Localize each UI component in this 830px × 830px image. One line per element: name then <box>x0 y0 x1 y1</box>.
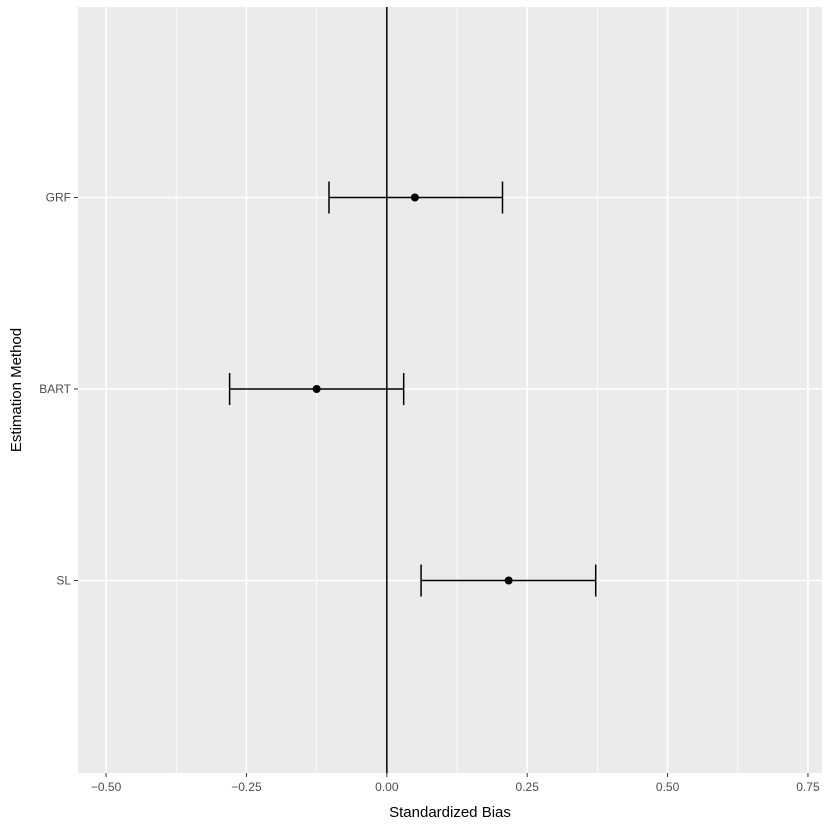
point-bart <box>312 385 321 393</box>
x-tick-label: 0.25 <box>516 780 540 794</box>
y-axis: GRF BART SL <box>39 191 78 588</box>
x-tick-label: −0.50 <box>91 780 122 794</box>
y-tick-label: BART <box>39 382 71 396</box>
minor-gridlines <box>175 7 739 773</box>
point-grf <box>410 193 419 202</box>
x-axis: −0.50 −0.25 0.00 0.25 0.50 0.75 <box>91 773 820 794</box>
x-tick-label: 0.00 <box>375 780 399 794</box>
x-axis-title: Standardized Bias <box>389 804 511 821</box>
y-axis-title: Estimation Method <box>8 328 25 452</box>
x-tick-label: 0.50 <box>656 780 680 794</box>
x-tick-label: 0.75 <box>796 780 820 794</box>
x-tick-label: −0.25 <box>231 780 262 794</box>
points-layer <box>312 193 513 585</box>
y-tick-label: SL <box>56 574 71 588</box>
point-sl <box>504 576 513 585</box>
plot-panel <box>78 7 822 773</box>
y-tick-label: GRF <box>46 191 71 205</box>
